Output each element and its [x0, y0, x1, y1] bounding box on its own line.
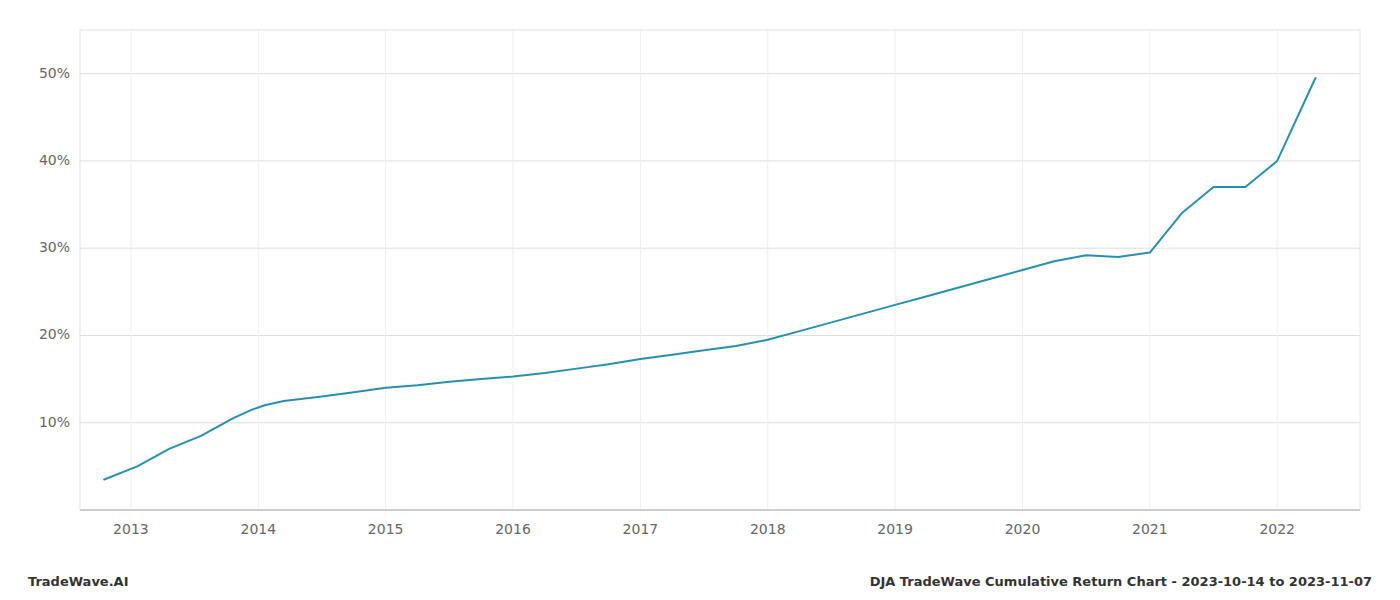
x-tick-label: 2016 [495, 521, 531, 537]
x-axis-line [80, 510, 1360, 511]
x-grid-line [258, 30, 259, 510]
axes: 10% 20% 30% 40% 50% 2013 2014 2015 2016 2017 2018 2… [39, 30, 1360, 537]
x-grid-line [767, 30, 768, 510]
x-tick-label: 2020 [1005, 521, 1041, 537]
y-grid-line [80, 422, 1360, 423]
x-tick-label: 2021 [1132, 521, 1168, 537]
x-grid-line [640, 30, 641, 510]
y-grid-line [80, 73, 1360, 74]
footer-text: DJA TradeWave Cumulative Return Chart - … [870, 574, 1372, 589]
grid [80, 30, 1360, 510]
chart-container: 10% 20% 30% 40% 50% 2013 2014 2015 2016 2017 2018 2… [0, 0, 1400, 600]
data-line [104, 78, 1315, 479]
x-grid-line [1277, 30, 1278, 510]
y-grid-line [80, 160, 1360, 161]
y-tick-label: 10% [39, 414, 70, 430]
x-tick-label: 2014 [240, 521, 276, 537]
plot-frame [80, 30, 1360, 510]
x-tick-label: 2017 [623, 521, 659, 537]
x-grid-line [513, 30, 514, 510]
x-tick-label: 2018 [750, 521, 786, 537]
x-tick-label: 2015 [368, 521, 404, 537]
x-grid-line [385, 30, 386, 510]
chart-svg: 10% 20% 30% 40% 50% 2013 2014 2015 2016 2017 2018 2… [0, 0, 1400, 600]
x-tick-label: 2019 [877, 521, 913, 537]
x-grid-line [1149, 30, 1150, 510]
x-tick-label: 2022 [1259, 521, 1295, 537]
y-tick-label: 30% [39, 239, 70, 255]
data-layer [104, 78, 1315, 479]
y-grid-line [80, 248, 1360, 249]
x-grid-line [130, 30, 131, 510]
y-tick-label: 40% [39, 152, 70, 168]
x-tick-label: 2013 [113, 521, 149, 537]
y-tick-label: 20% [39, 326, 70, 342]
x-grid-line [895, 30, 896, 510]
y-tick-label: 50% [39, 65, 70, 81]
y-grid-line [80, 335, 1360, 336]
footer-text: TradeWave.AI [28, 574, 129, 589]
